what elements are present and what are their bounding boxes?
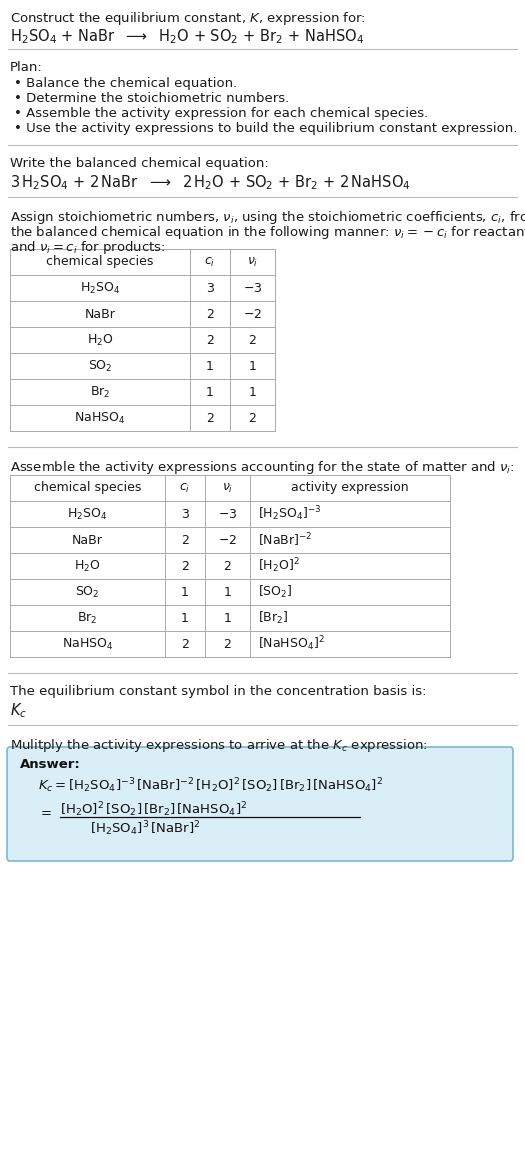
Text: • Determine the stoichiometric numbers.: • Determine the stoichiometric numbers. [14, 92, 289, 106]
Text: • Assemble the activity expression for each chemical species.: • Assemble the activity expression for e… [14, 107, 428, 119]
Text: 3: 3 [206, 282, 214, 295]
Text: $-3$: $-3$ [218, 508, 237, 521]
Text: 2: 2 [248, 334, 256, 347]
Text: 3: 3 [181, 508, 189, 521]
Text: $-3$: $-3$ [243, 282, 262, 295]
Text: $=$: $=$ [38, 805, 52, 819]
Text: • Balance the chemical equation.: • Balance the chemical equation. [14, 77, 237, 90]
Text: 2: 2 [206, 334, 214, 347]
Text: Answer:: Answer: [20, 757, 81, 771]
Text: $\mathrm{SO_2}$: $\mathrm{SO_2}$ [88, 358, 112, 374]
Text: 1: 1 [248, 385, 256, 399]
Text: $\mathrm{Br_2}$: $\mathrm{Br_2}$ [77, 610, 98, 625]
Text: 1: 1 [224, 586, 232, 599]
Text: activity expression: activity expression [291, 481, 409, 494]
Text: 1: 1 [206, 360, 214, 372]
Text: 2: 2 [248, 412, 256, 425]
Text: 1: 1 [248, 360, 256, 372]
Text: The equilibrium constant symbol in the concentration basis is:: The equilibrium constant symbol in the c… [10, 686, 426, 698]
FancyBboxPatch shape [7, 747, 513, 861]
Text: 1: 1 [181, 586, 189, 599]
Text: $[\mathrm{Br_2}]$: $[\mathrm{Br_2}]$ [258, 610, 288, 626]
Text: and $\nu_i = c_i$ for products:: and $\nu_i = c_i$ for products: [10, 239, 165, 256]
Text: chemical species: chemical species [34, 481, 141, 494]
Text: $\mathrm{H_2O}$: $\mathrm{H_2O}$ [74, 558, 101, 573]
Text: $\mathrm{H_2SO_4}$ + NaBr  $\longrightarrow$  $\mathrm{H_2O}$ + $\mathrm{SO_2}$ : $\mathrm{H_2SO_4}$ + NaBr $\longrightarr… [10, 27, 364, 45]
Text: $\mathrm{H_2O}$: $\mathrm{H_2O}$ [87, 333, 113, 348]
Text: $-2$: $-2$ [243, 307, 262, 320]
Text: 2: 2 [224, 638, 232, 651]
Text: 2: 2 [181, 559, 189, 573]
Text: 2: 2 [206, 307, 214, 320]
Text: $[\mathrm{NaBr}]^{-2}$: $[\mathrm{NaBr}]^{-2}$ [258, 531, 312, 549]
Text: $[\mathrm{H_2SO_4}]^{3}\,[\mathrm{NaBr}]^{2}$: $[\mathrm{H_2SO_4}]^{3}\,[\mathrm{NaBr}]… [90, 819, 201, 838]
Text: $\mathrm{SO_2}$: $\mathrm{SO_2}$ [75, 585, 100, 600]
Text: $3\,\mathrm{H_2SO_4}$ + $2\,\mathrm{NaBr}$  $\longrightarrow$  $2\,\mathrm{H_2O}: $3\,\mathrm{H_2SO_4}$ + $2\,\mathrm{NaBr… [10, 173, 411, 191]
Text: $[\mathrm{H_2O}]^{2}\,[\mathrm{SO_2}]\,[\mathrm{Br_2}]\,[\mathrm{NaHSO_4}]^{2}$: $[\mathrm{H_2O}]^{2}\,[\mathrm{SO_2}]\,[… [60, 800, 247, 819]
Text: $\mathrm{Br_2}$: $\mathrm{Br_2}$ [90, 384, 110, 399]
Text: $[\mathrm{H_2O}]^{2}$: $[\mathrm{H_2O}]^{2}$ [258, 557, 300, 575]
Text: 1: 1 [206, 385, 214, 399]
Text: $-2$: $-2$ [218, 534, 237, 546]
Text: $c_i$: $c_i$ [204, 255, 216, 269]
Text: 2: 2 [224, 559, 232, 573]
Text: $[\mathrm{NaHSO_4}]^{2}$: $[\mathrm{NaHSO_4}]^{2}$ [258, 635, 324, 653]
Text: $\mathrm{NaHSO_4}$: $\mathrm{NaHSO_4}$ [75, 411, 125, 426]
Text: $\nu_i$: $\nu_i$ [247, 255, 258, 269]
Text: $[\mathrm{H_2SO_4}]^{-3}$: $[\mathrm{H_2SO_4}]^{-3}$ [258, 505, 321, 523]
Text: $K_c = [\mathrm{H_2SO_4}]^{-3}\,[\mathrm{NaBr}]^{-2}\,[\mathrm{H_2O}]^{2}\,[\mat: $K_c = [\mathrm{H_2SO_4}]^{-3}\,[\mathrm… [38, 776, 383, 795]
Text: $\mathrm{NaHSO_4}$: $\mathrm{NaHSO_4}$ [62, 637, 113, 652]
Text: Mulitply the activity expressions to arrive at the $K_c$ expression:: Mulitply the activity expressions to arr… [10, 737, 428, 754]
Text: the balanced chemical equation in the following manner: $\nu_i = -c_i$ for react: the balanced chemical equation in the fo… [10, 224, 525, 241]
Text: $[\mathrm{SO_2}]$: $[\mathrm{SO_2}]$ [258, 583, 292, 600]
Text: • Use the activity expressions to build the equilibrium constant expression.: • Use the activity expressions to build … [14, 122, 517, 135]
Text: $\nu_i$: $\nu_i$ [222, 481, 233, 494]
Text: Write the balanced chemical equation:: Write the balanced chemical equation: [10, 157, 269, 171]
Text: NaBr: NaBr [85, 307, 116, 320]
Text: 1: 1 [181, 611, 189, 624]
Text: Assemble the activity expressions accounting for the state of matter and $\nu_i$: Assemble the activity expressions accoun… [10, 459, 514, 476]
Text: $c_i$: $c_i$ [180, 481, 191, 494]
Text: 2: 2 [181, 534, 189, 546]
Text: $K_c$: $K_c$ [10, 701, 27, 719]
Text: $\mathrm{H_2SO_4}$: $\mathrm{H_2SO_4}$ [67, 507, 108, 522]
Text: Assign stoichiometric numbers, $\nu_i$, using the stoichiometric coefficients, $: Assign stoichiometric numbers, $\nu_i$, … [10, 209, 525, 226]
Text: NaBr: NaBr [72, 534, 103, 546]
Text: chemical species: chemical species [46, 255, 154, 268]
Text: 1: 1 [224, 611, 232, 624]
Text: 2: 2 [181, 638, 189, 651]
Text: 2: 2 [206, 412, 214, 425]
Text: Construct the equilibrium constant, $K$, expression for:: Construct the equilibrium constant, $K$,… [10, 10, 366, 27]
Text: Plan:: Plan: [10, 61, 43, 74]
Text: $\mathrm{H_2SO_4}$: $\mathrm{H_2SO_4}$ [80, 281, 120, 296]
